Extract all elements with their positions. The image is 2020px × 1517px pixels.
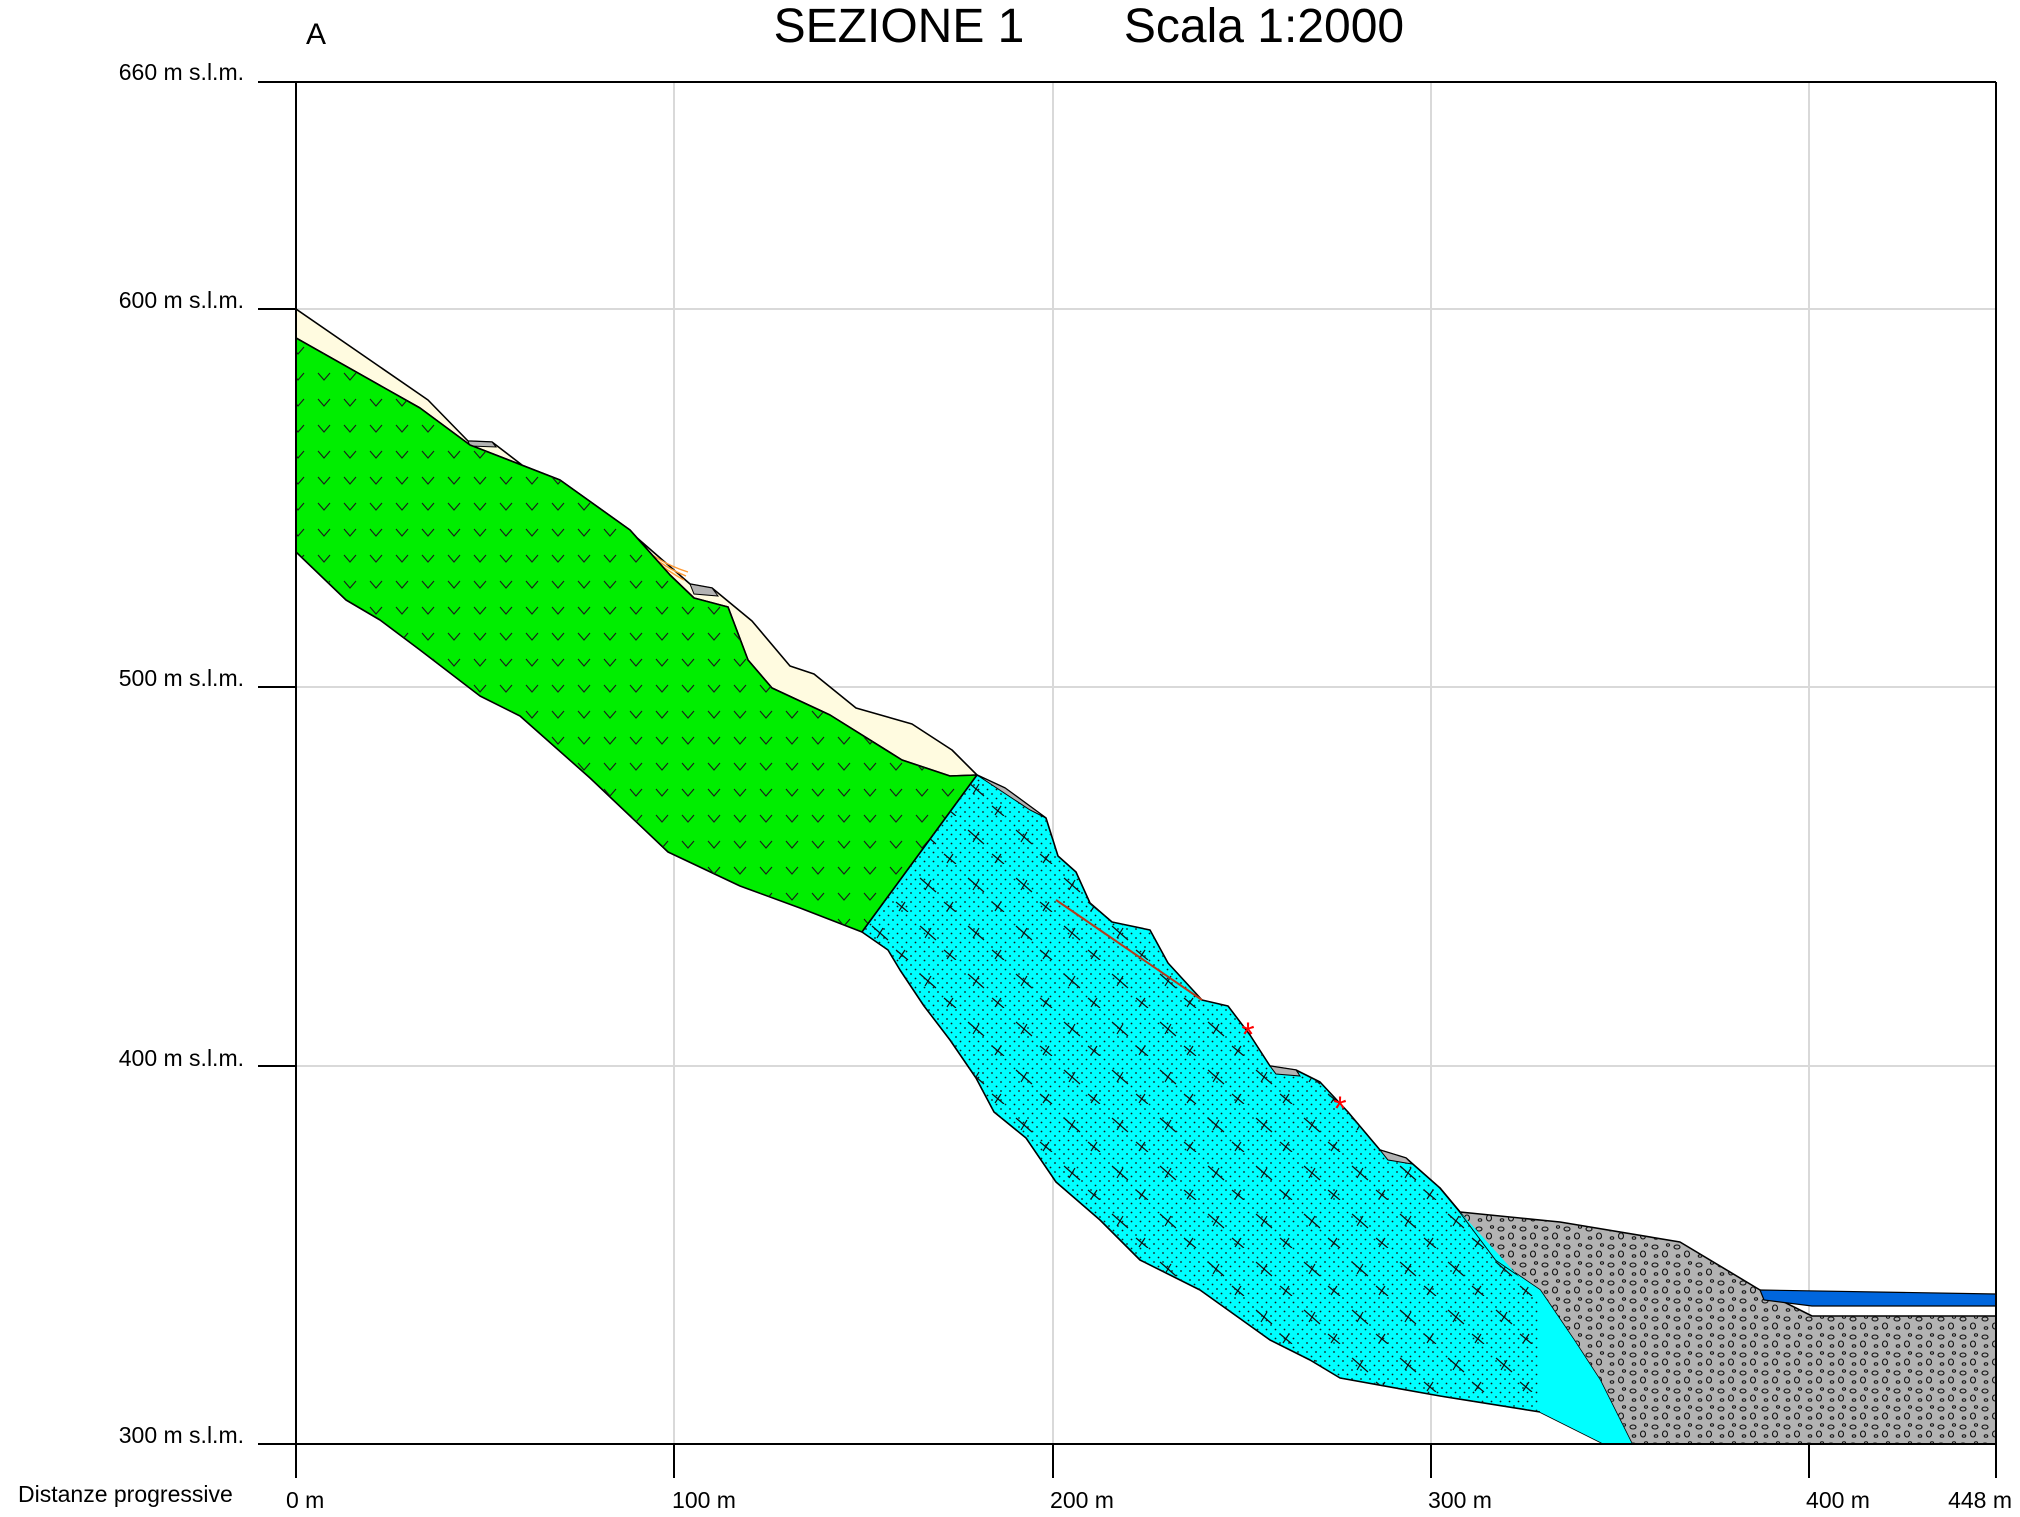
fault-trace [1055, 899, 1203, 1001]
y-label-300: 300 m s.l.m. [119, 1422, 244, 1448]
y-label-660: 660 m s.l.m. [119, 59, 244, 85]
red-asterisk-1: * [1241, 1016, 1254, 1054]
x-label-448: 448 m [1948, 1487, 2012, 1513]
axes [258, 81, 1997, 1478]
cyan-tongue [1460, 1212, 1632, 1444]
green-unit-pattern [296, 338, 977, 932]
red-asterisk-2: * [1333, 1090, 1346, 1128]
x-label-0: 0 m [286, 1487, 324, 1513]
x-axis-title: Distanze progressive [18, 1481, 233, 1507]
surface-lens-5 [1268, 1065, 1301, 1077]
point-label: A [306, 18, 326, 51]
surface-lens-3 [689, 583, 720, 597]
section-title: SEZIONE 1 [774, 0, 1025, 53]
cyan-unit-pattern [862, 775, 1632, 1444]
x-label-100: 100 m [672, 1487, 736, 1513]
surface-lens-6 [1378, 1149, 1414, 1165]
water-body [1759, 1289, 1996, 1307]
x-label-300: 300 m [1428, 1487, 1492, 1513]
surface-lens-4 [976, 774, 1047, 819]
y-label-600: 600 m s.l.m. [119, 287, 244, 313]
x-label-200: 200 m [1050, 1487, 1114, 1513]
x-label-400: 400 m [1806, 1487, 1870, 1513]
y-label-400: 400 m s.l.m. [119, 1045, 244, 1071]
scale-label: Scala 1:2000 [1124, 0, 1404, 53]
y-label-500: 500 m s.l.m. [119, 665, 244, 691]
gray-deposit-pattern [1440, 1188, 1996, 1444]
